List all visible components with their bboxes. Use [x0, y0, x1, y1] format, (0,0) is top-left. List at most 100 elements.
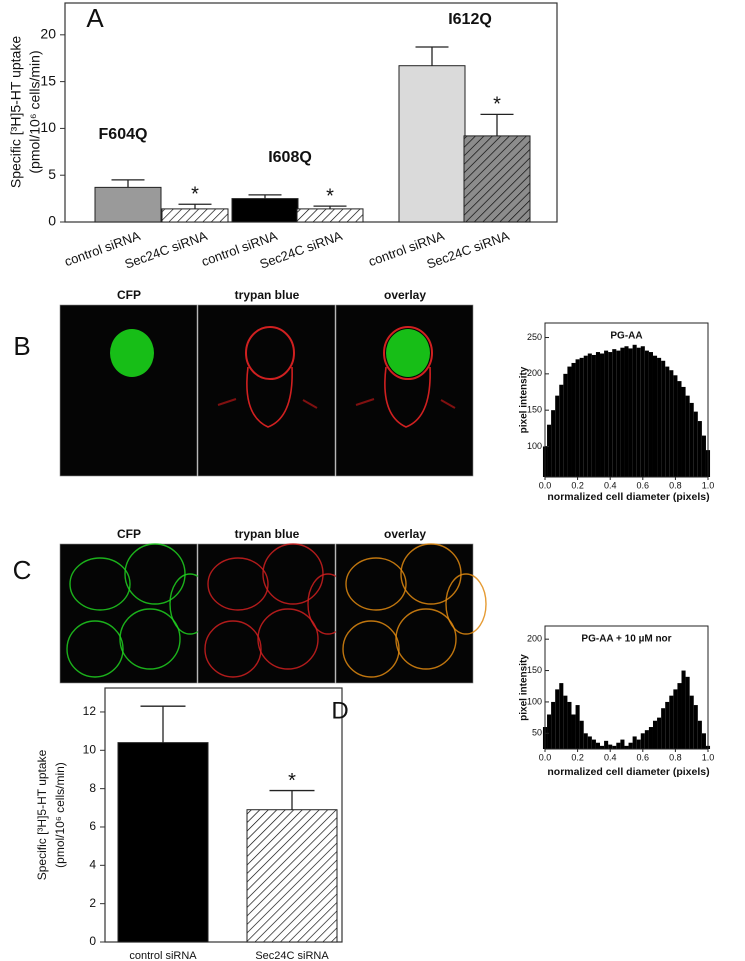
histogram-bar	[591, 354, 596, 477]
chart-title: PG-AA	[610, 331, 642, 342]
histogram-bar	[665, 701, 670, 749]
histogram-bar	[579, 720, 584, 749]
micrograph	[197, 543, 349, 684]
error-bar	[111, 179, 145, 188]
y-tick-label: 10	[83, 742, 97, 756]
y-tick-label: 100	[527, 696, 542, 706]
histogram-bar	[620, 347, 625, 477]
y-tick-label: 0	[48, 213, 56, 229]
histogram-bar	[600, 353, 605, 477]
histogram-bar	[693, 411, 698, 477]
histogram-bar	[697, 421, 702, 477]
y-axis-label: (pmol/10⁶ cells/min)	[27, 50, 43, 173]
histogram-bar	[628, 348, 633, 477]
y-tick-label: 0	[89, 934, 96, 948]
error-bar	[140, 705, 186, 743]
histogram-bar	[661, 708, 666, 749]
plot-frame	[544, 625, 709, 750]
group-label: I608Q	[268, 149, 312, 166]
y-tick-label: 12	[83, 704, 97, 718]
micrograph	[335, 304, 474, 477]
histogram-bar	[583, 355, 588, 477]
histogram-bar	[575, 359, 580, 477]
histogram-bar	[632, 344, 637, 477]
cell-outline	[400, 543, 462, 605]
y-tick-label: 50	[532, 728, 542, 738]
histogram-bar	[600, 745, 605, 749]
histogram-bar	[677, 381, 682, 477]
histogram-bar	[579, 357, 584, 477]
histogram-bar	[644, 730, 649, 749]
histogram-bar	[669, 695, 674, 749]
histogram-bar	[563, 695, 568, 749]
y-tick-label: 2	[89, 896, 96, 910]
cell-outline	[262, 543, 324, 605]
y-tick-label: 15	[40, 72, 56, 88]
micrograph	[197, 304, 336, 477]
error-bar	[269, 789, 315, 810]
bar	[94, 186, 162, 223]
histogram-bar	[648, 352, 653, 477]
plot-frame	[104, 687, 343, 943]
x-axis-label: normalized cell diameter (pixels)	[547, 766, 709, 778]
histogram-bar	[689, 695, 694, 749]
group-label: F604Q	[99, 126, 148, 143]
histogram-bar	[587, 353, 592, 477]
histogram-bar	[559, 384, 564, 477]
x-tick-label: 1.0	[702, 480, 715, 490]
histogram-bar	[689, 402, 694, 477]
panel-letter: C	[13, 555, 32, 585]
micrograph	[335, 543, 487, 684]
x-tick-label: 1.0	[702, 752, 715, 762]
y-tick-label: 4	[89, 857, 96, 871]
histogram-bar	[555, 689, 560, 749]
histogram-bar	[657, 357, 662, 477]
micrograph-label: overlay	[384, 288, 426, 302]
histogram-bar	[697, 720, 702, 749]
histogram-bar	[608, 352, 613, 477]
micrograph-label: CFP	[117, 527, 141, 541]
x-tick-label: 0.0	[539, 480, 552, 490]
histogram-bar	[563, 373, 568, 477]
y-tick-label: 150	[527, 665, 542, 675]
histogram-bar	[547, 714, 552, 749]
cell-outline	[383, 326, 433, 380]
histogram-bar	[551, 410, 556, 477]
significance-marker: *	[288, 770, 296, 792]
group-label: I612Q	[448, 11, 492, 28]
cell-outline	[384, 366, 431, 428]
cell-cfp	[110, 329, 154, 377]
y-tick-label: 200	[527, 634, 542, 644]
y-axis-label: pixel intensity	[519, 654, 530, 721]
histogram-bar	[567, 701, 572, 749]
error-bar	[480, 113, 514, 136]
x-tick-label: 0.8	[669, 480, 682, 490]
bar	[161, 208, 229, 223]
plot-frame	[544, 322, 709, 478]
histogram-bar	[693, 705, 698, 749]
bar	[463, 135, 531, 223]
cell-outline	[119, 608, 181, 670]
histogram-bar	[665, 366, 670, 477]
y-axis-label: Specific [³H]5-HT uptake	[35, 749, 49, 880]
histogram-bar	[652, 355, 658, 477]
panel-letter: D	[331, 697, 348, 724]
cell-outline	[445, 573, 487, 635]
micrograph-label: CFP	[117, 288, 141, 302]
bar	[296, 208, 364, 223]
histogram-bar	[632, 736, 637, 749]
micrograph-label: trypan blue	[235, 527, 300, 541]
error-bar	[415, 46, 449, 66]
histogram-bar	[624, 346, 629, 477]
cell-outline	[345, 557, 407, 611]
x-tick-label: Sec24C siRNA	[255, 950, 329, 961]
histogram-bar	[567, 366, 572, 477]
histogram-bar	[661, 360, 666, 477]
x-tick-label: 0.2	[571, 480, 584, 490]
histogram-bar	[701, 435, 706, 477]
significance-marker: *	[493, 94, 501, 116]
error-bar	[178, 203, 212, 209]
x-tick-label: 0.4	[604, 480, 617, 490]
histogram-bar	[616, 742, 621, 749]
